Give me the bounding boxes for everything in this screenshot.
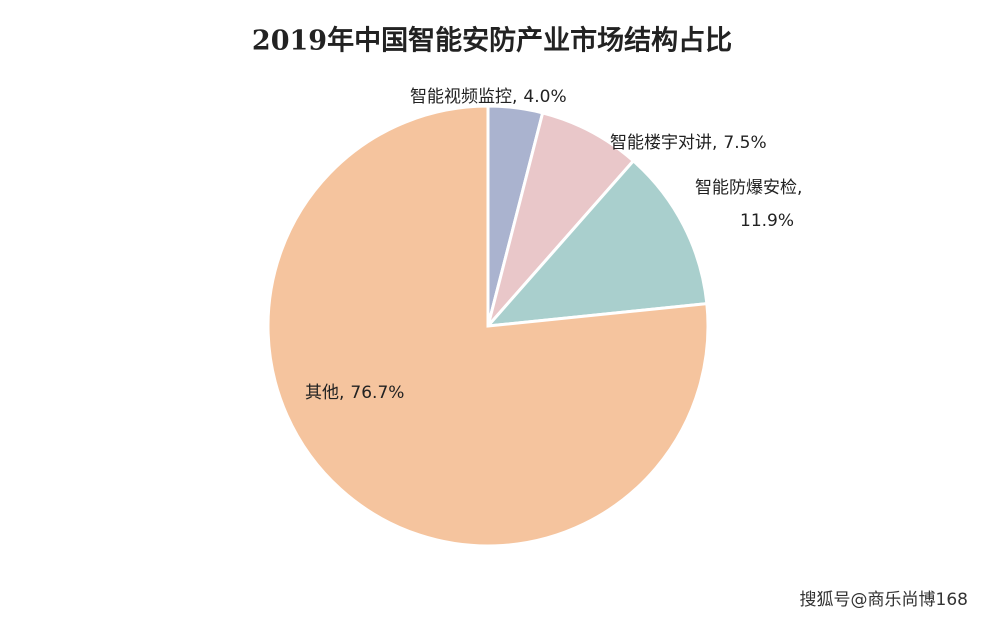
category-label: 其他, [305,383,344,403]
watermark: 搜狐号@商乐尚博168 [800,590,968,610]
pie-slice [486,111,636,327]
value-label: 11.9% [740,211,794,231]
labels: 智能视频监控, 4.0% 智能楼宇对讲, 7.5% 智能防爆安检, 11.9% 其他, 76.… [305,87,802,403]
value-label: 7.5% [723,133,766,153]
pie-slice [484,158,709,328]
value-label: 76.7% [350,383,404,403]
data-label: 其他, 76.7% [305,383,404,403]
data-label: 智能防爆安检, [695,178,802,198]
pie [266,104,710,548]
pie-slice [266,104,710,548]
category-label: 智能防爆安检, [695,178,802,198]
data-label: 智能楼宇对讲, 7.5% [610,133,767,153]
category-label: 智能视频监控, [410,87,517,107]
data-label: 智能视频监控, 4.0% [410,87,567,107]
value-label: 4.0% [523,87,566,107]
category-label: 智能楼宇对讲, [610,133,717,153]
chart-title: 2019年中国智能安防产业市场结构占比 [252,25,732,57]
